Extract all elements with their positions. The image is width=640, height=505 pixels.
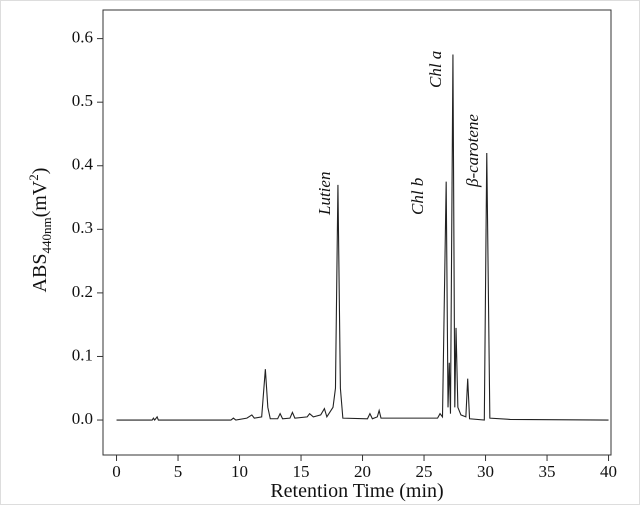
y-axis-title: ABS440nm(mV2) (26, 168, 54, 293)
x-tick-label: 25 (416, 462, 433, 481)
peak-annotation: Chl a (426, 51, 445, 88)
y-title-close: ) (29, 168, 51, 175)
y-title-main: ABS (29, 254, 51, 293)
x-tick-label: 20 (354, 462, 371, 481)
peak-annotation: Lutien (315, 172, 334, 216)
y-tick-label: 0.4 (72, 155, 94, 174)
x-tick-label: 5 (174, 462, 183, 481)
chromatogram-line (116, 54, 609, 421)
y-title-unit: (mV (29, 180, 51, 217)
y-tick-label: 0.5 (72, 91, 93, 110)
y-tick-label: 0.2 (72, 282, 93, 301)
x-tick-label: 30 (477, 462, 494, 481)
x-tick-label: 35 (539, 462, 556, 481)
y-tick-label: 0.6 (72, 28, 93, 47)
plot-frame (102, 9, 612, 456)
x-tick-label: 15 (293, 462, 310, 481)
peak-annotation: β-carotene (463, 114, 482, 188)
y-tick-label: 0.1 (72, 345, 93, 364)
y-tick-label: 0.3 (72, 218, 93, 237)
x-tick-label: 40 (600, 462, 617, 481)
x-tick-label: 0 (112, 462, 121, 481)
x-axis-title: Retention Time (min) (270, 480, 443, 502)
peak-annotation: Chl b (408, 178, 427, 215)
x-tick-label: 10 (231, 462, 248, 481)
y-tick-label: 0.0 (72, 409, 93, 428)
y-title-sup: 2 (26, 174, 41, 181)
y-title-sub: 440nm (39, 217, 54, 253)
